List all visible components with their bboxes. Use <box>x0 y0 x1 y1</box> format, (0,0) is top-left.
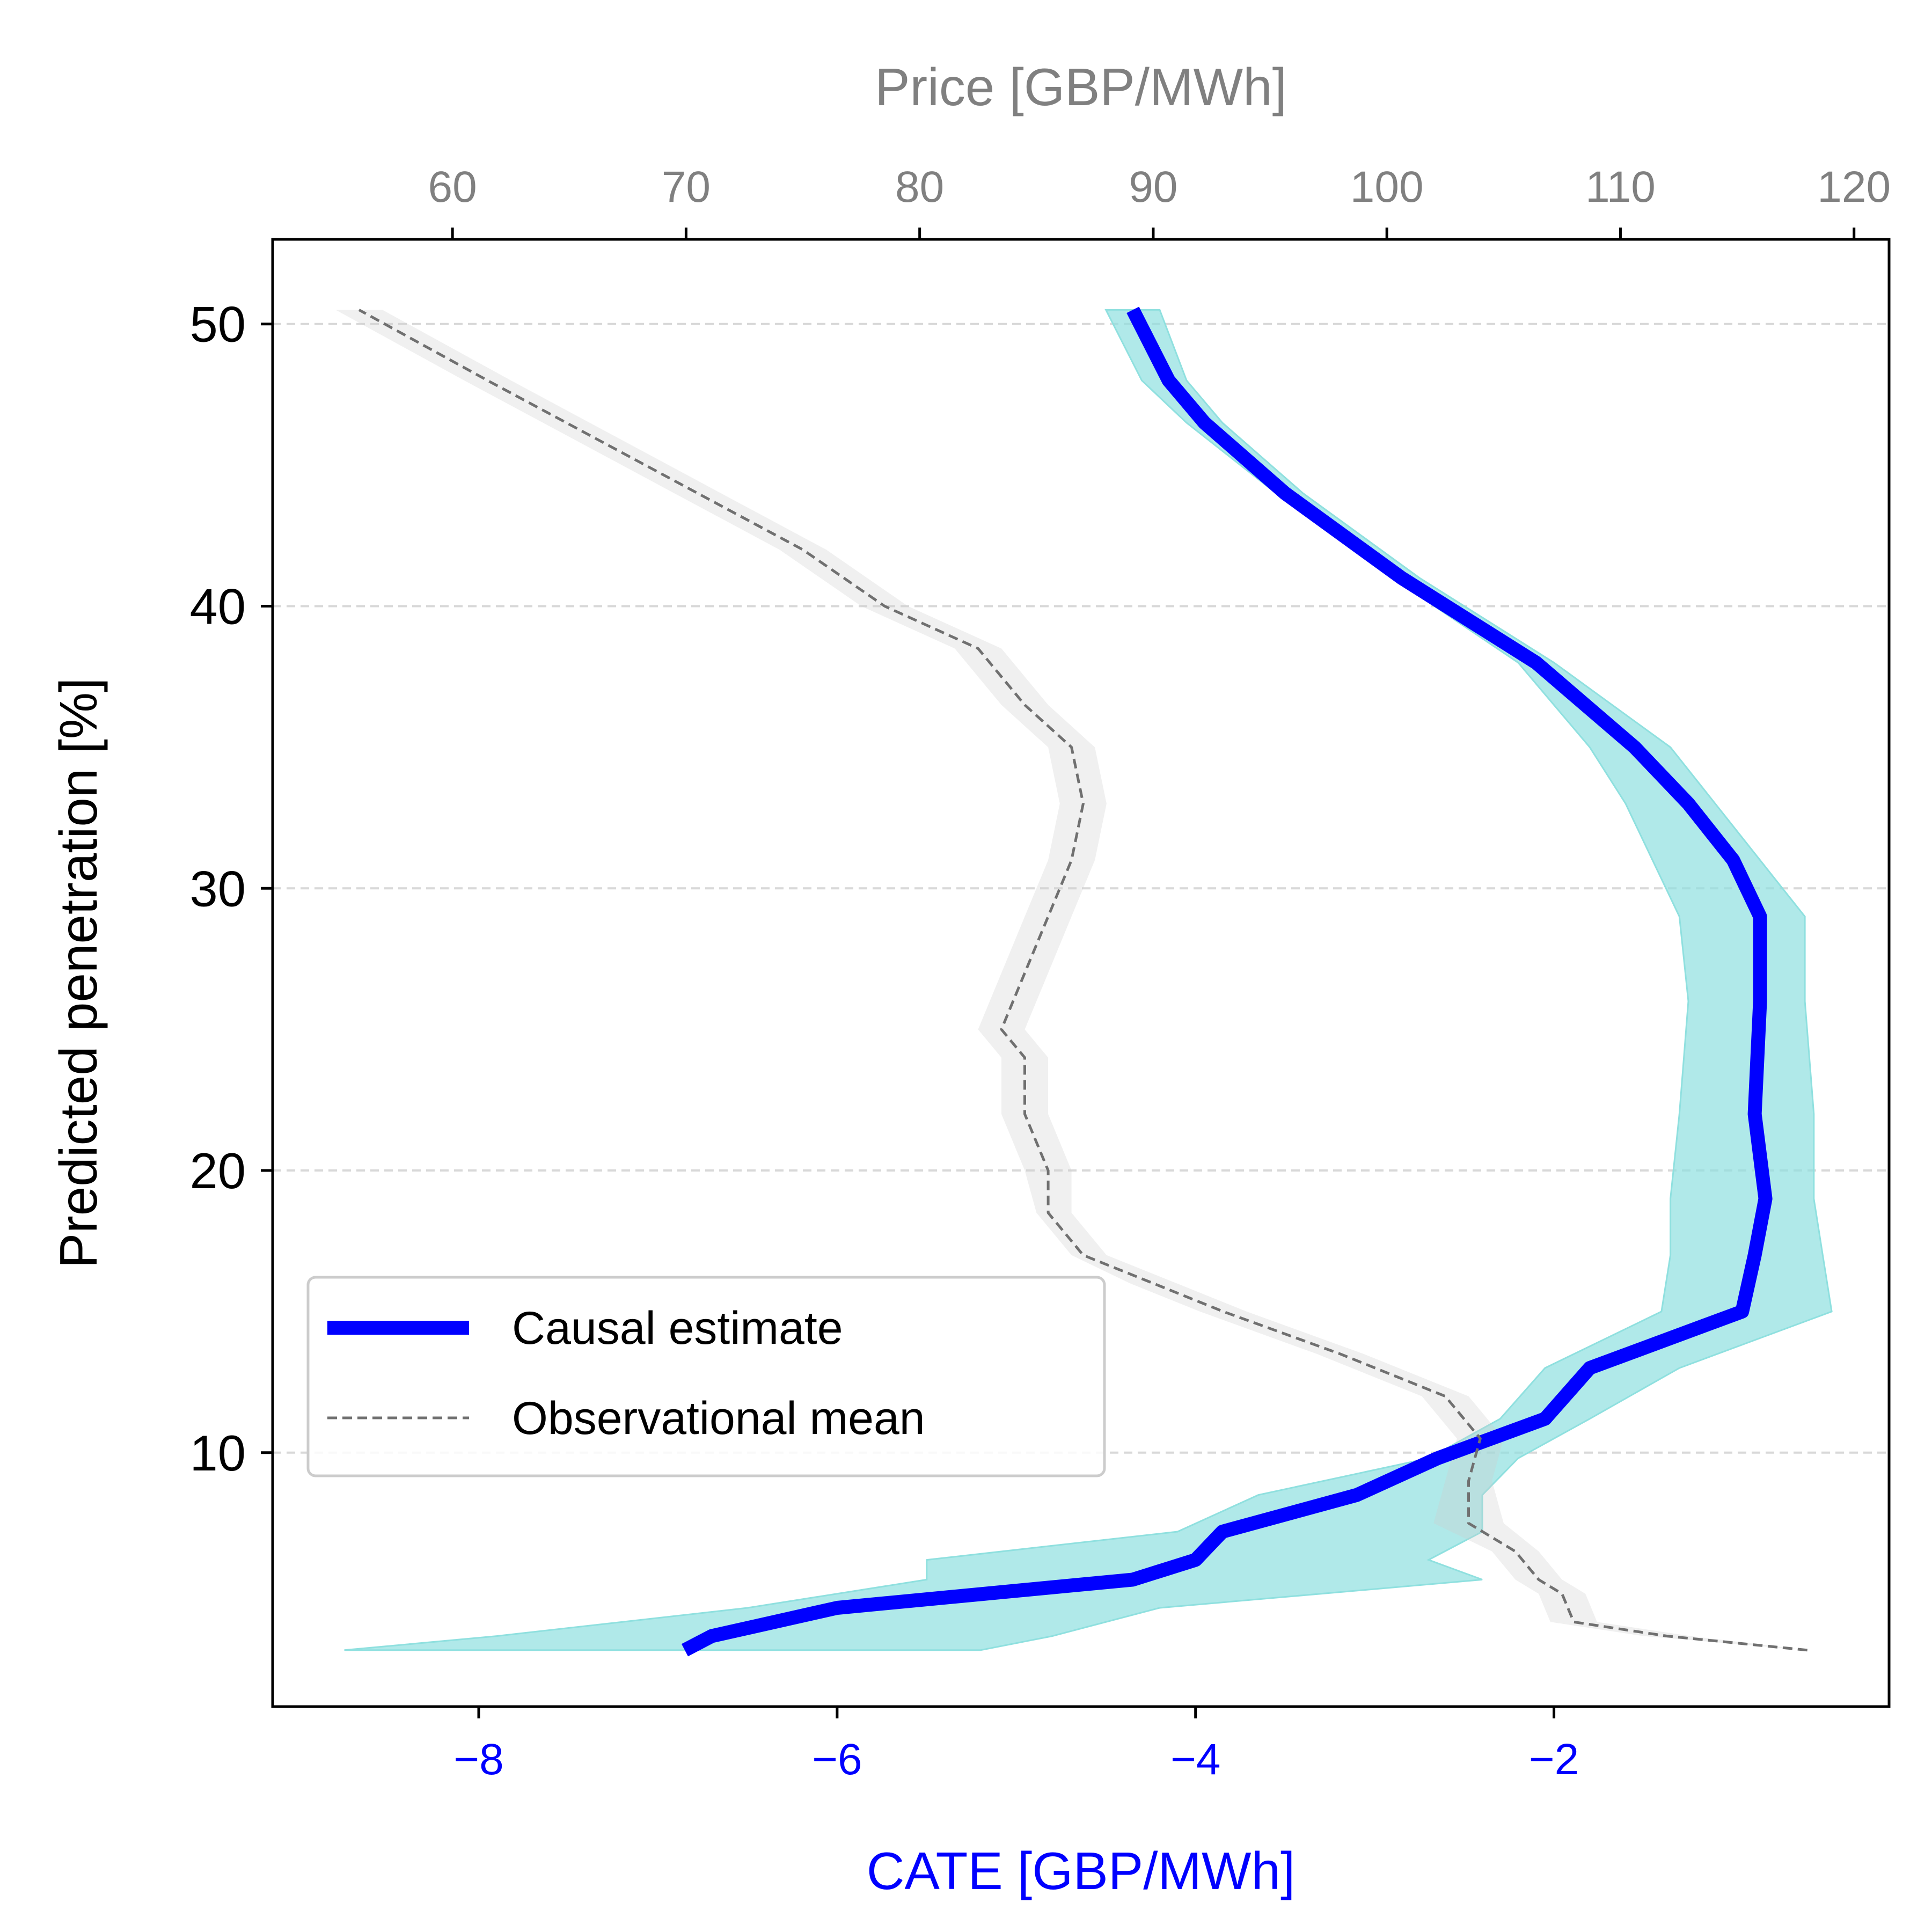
top-tick-label-0: 60 <box>428 163 477 211</box>
x-tick-label-1: −6 <box>812 1735 862 1784</box>
x-tick-label-3: −2 <box>1529 1735 1579 1784</box>
y-tick-label-1: 20 <box>189 1143 246 1199</box>
top-tick-label-2: 80 <box>895 163 944 211</box>
causal-estimate-line <box>681 306 1773 1657</box>
top-tick-label-6: 120 <box>1817 163 1891 211</box>
top-tick-label-5: 110 <box>1585 163 1656 211</box>
legend: Causal estimate Observational mean <box>306 1276 1106 1477</box>
legend-box <box>306 1276 1106 1477</box>
y-tick-label-2: 30 <box>189 860 246 917</box>
plot-series <box>335 306 1833 1657</box>
y-axis-label: Predicted penetration [%] <box>49 678 108 1268</box>
top-axis-label: Price [GBP/MWh] <box>875 57 1287 116</box>
y-tick-label-0: 10 <box>189 1425 246 1481</box>
y-tick-label-4: 50 <box>189 296 246 353</box>
observational-mean-line <box>358 309 1807 1652</box>
y-tick-label-3: 40 <box>189 579 246 635</box>
legend-label-observational: Observational mean <box>512 1393 925 1444</box>
causal-confidence-band <box>344 309 1833 1651</box>
x-tick-label-0: −8 <box>453 1735 504 1784</box>
axes: −8 −6 −4 −2 60 70 80 90 100 110 120 10 20 30 40 50 <box>189 163 1891 1784</box>
x-axis-label: CATE [GBP/MWh] <box>867 1841 1296 1900</box>
top-tick-label-3: 90 <box>1129 163 1177 211</box>
top-tick-label-1: 70 <box>662 163 711 211</box>
x-tick-label-2: −4 <box>1170 1735 1221 1784</box>
plot-frame <box>271 238 1891 1708</box>
legend-label-causal: Causal estimate <box>512 1302 843 1354</box>
top-tick-label-4: 100 <box>1350 163 1424 211</box>
